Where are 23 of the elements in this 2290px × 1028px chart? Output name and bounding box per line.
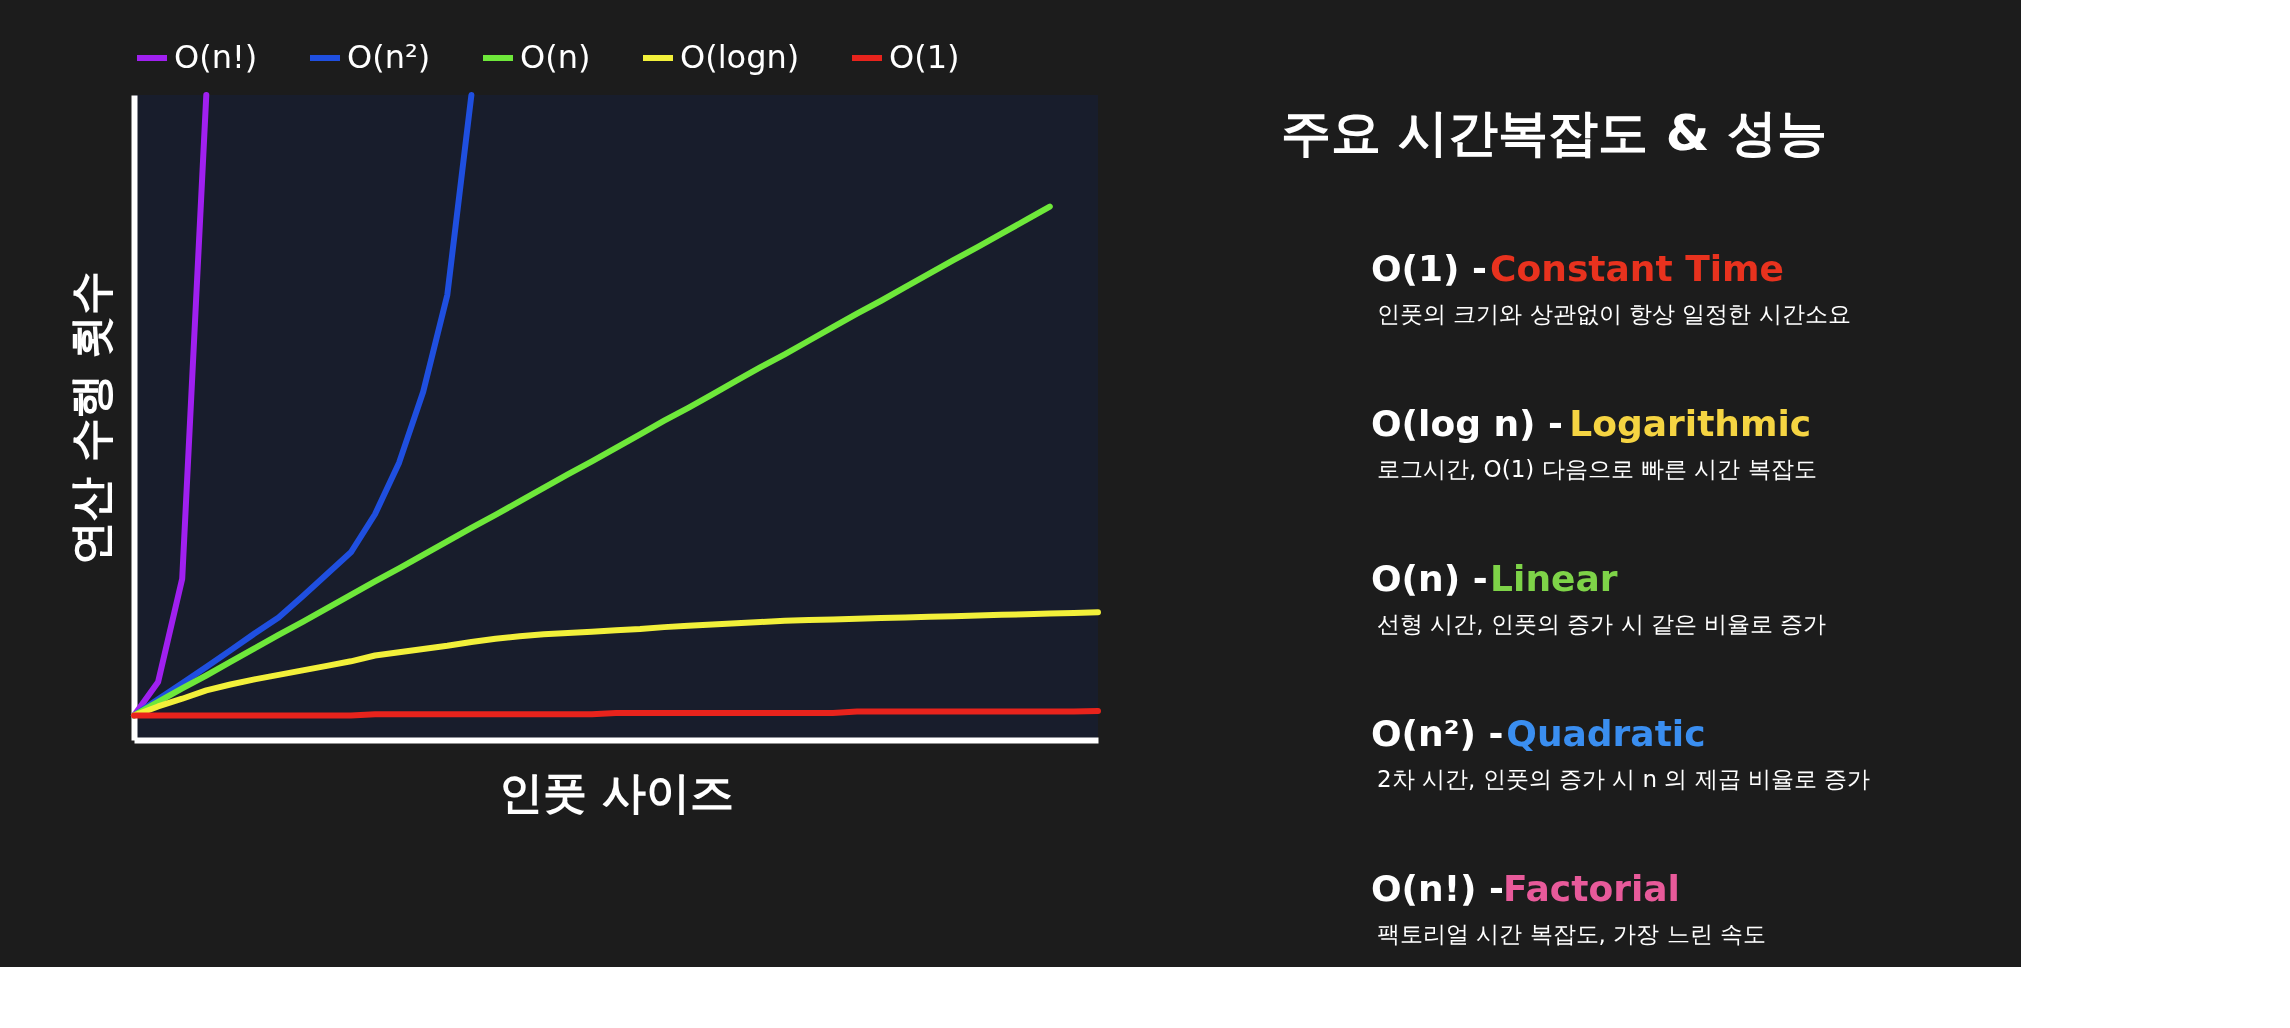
text: O(1) -: [1371, 248, 1488, 289]
text: Linear: [1490, 558, 1618, 599]
text: Quadratic: [1506, 713, 1706, 754]
text: O(log n) -: [1371, 403, 1563, 444]
text: O(n!) -: [1371, 868, 1505, 909]
text: 로그시간, O(1) 다음으로 빠른 시간 복잡도: [1377, 456, 1817, 482]
x-axis-title: 인풋 사이즈: [498, 766, 735, 818]
legend-label: O(1): [889, 38, 960, 76]
text: 주요 시간복잡도 & 성능: [1281, 104, 1827, 162]
legend-label: O(logn): [680, 38, 800, 76]
legend-label: O(n): [520, 38, 591, 76]
legend-label: O(n!): [174, 38, 258, 76]
text: 팩토리얼 시간 복잡도, 가장 느린 속도: [1377, 921, 1766, 947]
text: Constant Time: [1490, 248, 1785, 289]
legend-label: O(n²): [347, 38, 431, 76]
text: Factorial: [1503, 868, 1680, 909]
text: 선형 시간, 인풋의 증가 시 같은 비율로 증가: [1377, 611, 1827, 637]
text: 2차 시간, 인풋의 증가 시 n 의 제곱 비율로 증가: [1377, 766, 1871, 792]
text: 인풋의 크기와 상관없이 항상 일정한 시간소요: [1377, 301, 1851, 327]
y-axis-title: 연산 수행 횟수: [64, 270, 116, 566]
text: Logarithmic: [1569, 403, 1812, 444]
text: O(n) -: [1371, 558, 1488, 599]
text: O(n²) -: [1371, 713, 1504, 754]
